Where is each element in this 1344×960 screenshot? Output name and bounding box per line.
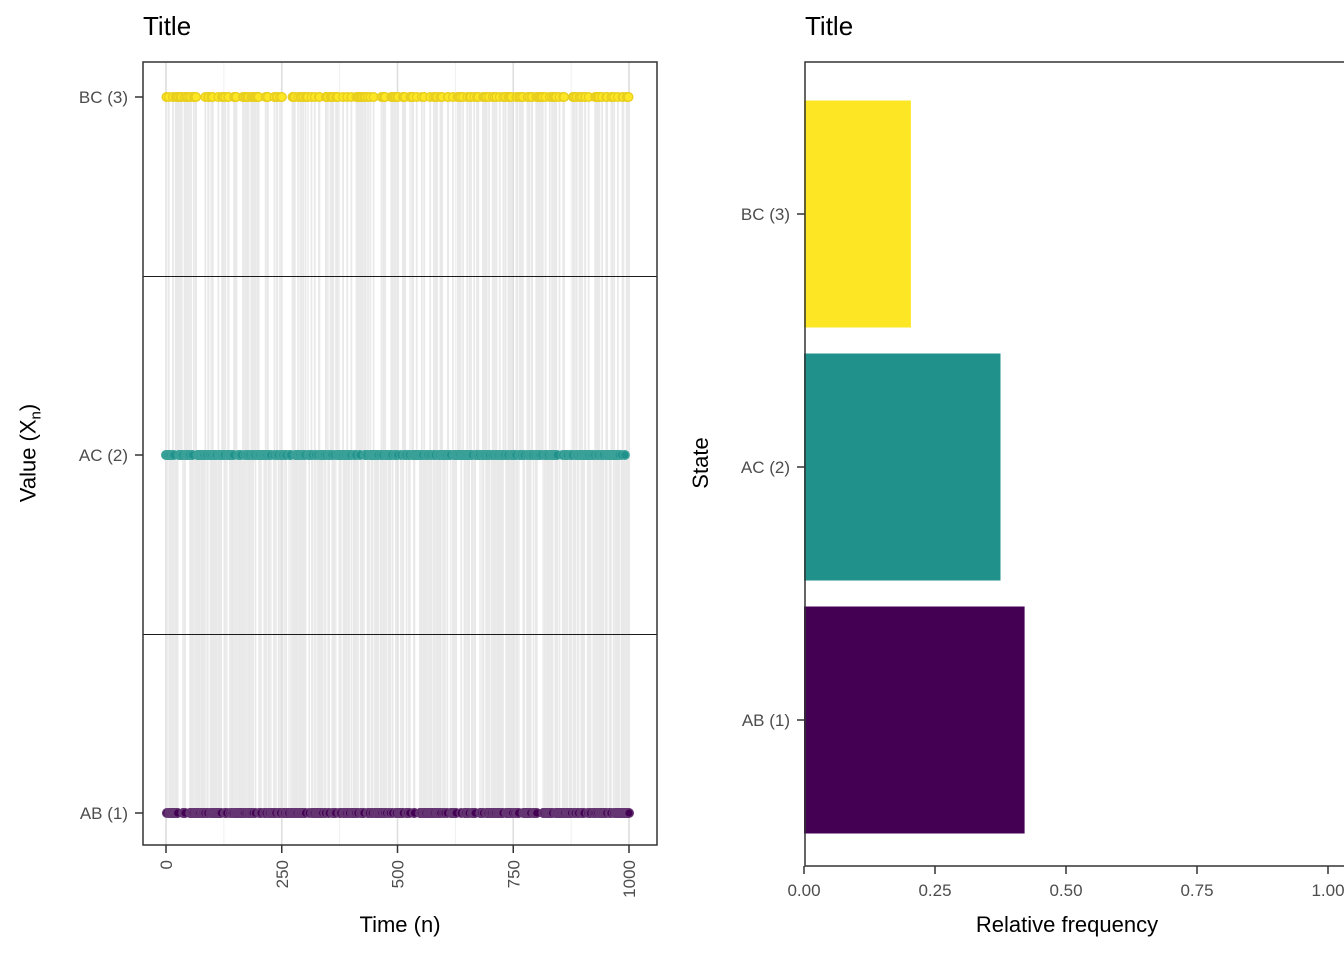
left-y-axis-title: Value (Xn) [15, 404, 44, 502]
y-axis-title-subscript: n [27, 411, 45, 420]
y-tick-label: AB (1) [80, 804, 128, 823]
y-axis-title-text: Value (X [15, 419, 41, 503]
x-tick-label: 0.25 [918, 881, 951, 900]
trace-points [160, 91, 635, 819]
trace-point [191, 91, 202, 102]
x-tick-label: 0 [157, 860, 176, 869]
y-axis-title-close: ) [15, 403, 41, 412]
x-tick-label: 0.50 [1049, 881, 1082, 900]
left-panel-border [142, 61, 658, 846]
x-tick-label: 250 [273, 860, 292, 888]
x-tick-label: 0.00 [787, 881, 820, 900]
left-plot-title: Title [143, 11, 192, 41]
y-tick-label: AC (2) [79, 446, 128, 465]
x-tick-label: 0.75 [1180, 881, 1213, 900]
y-tick-label: AB (1) [742, 711, 790, 730]
right-plot-title: Title [805, 11, 854, 41]
y-tick-label: BC (3) [79, 88, 128, 107]
y-tick-label: AC (2) [741, 458, 790, 477]
right-y-axis-title: State [688, 437, 713, 489]
x-tick-label: 1000 [620, 860, 639, 898]
trace-point [624, 808, 635, 819]
right-x-axis-title: Relative frequency [975, 912, 1159, 937]
x-tick-label: 750 [504, 860, 523, 888]
x-tick-label: 1.00 [1311, 881, 1344, 900]
bar [804, 100, 911, 328]
x-tick-label: 500 [389, 860, 408, 888]
trace-point [276, 91, 287, 102]
bar [804, 353, 1001, 581]
trace-point [559, 91, 570, 102]
trace-point [623, 91, 634, 102]
left-x-axis-title: Time (n) [359, 912, 441, 937]
y-tick-label: BC (3) [741, 205, 790, 224]
bar [804, 606, 1025, 834]
trace-point [619, 450, 630, 461]
right-panel-border [804, 61, 1344, 867]
